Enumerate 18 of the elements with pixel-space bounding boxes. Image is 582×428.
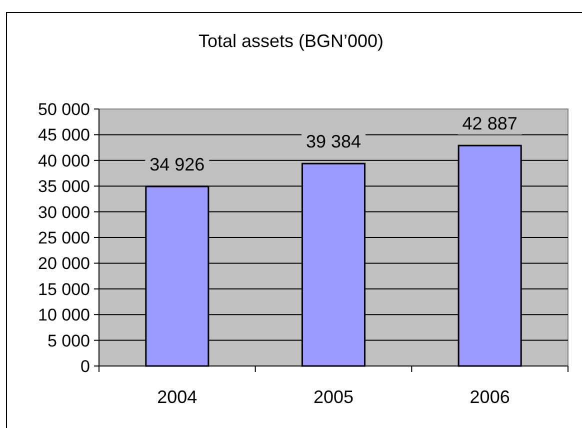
data-label: 34 926 xyxy=(150,154,205,174)
x-tick-label: 2005 xyxy=(313,387,354,407)
y-tick-label: 25 000 xyxy=(38,228,90,248)
y-tick-label: 35 000 xyxy=(38,177,90,196)
x-tick-label: 2006 xyxy=(470,387,510,407)
y-tick-label: 15 000 xyxy=(38,280,90,299)
chart-title: Total assets (BGN’000) xyxy=(198,31,384,51)
data-label: 39 384 xyxy=(306,132,362,152)
y-tick-label: 30 000 xyxy=(38,202,90,222)
y-tick-label: 45 000 xyxy=(38,126,90,145)
y-tick-label: 40 000 xyxy=(38,151,90,170)
x-tick-label: 2004 xyxy=(157,387,198,407)
y-tick-label: 0 xyxy=(80,356,90,376)
y-tick-label: 20 000 xyxy=(38,254,90,274)
y-tick-label: 50 000 xyxy=(38,100,90,119)
data-label: 42 887 xyxy=(462,114,518,134)
y-tick-label: 10 000 xyxy=(38,306,90,325)
y-tick-label: 5 000 xyxy=(47,331,90,350)
